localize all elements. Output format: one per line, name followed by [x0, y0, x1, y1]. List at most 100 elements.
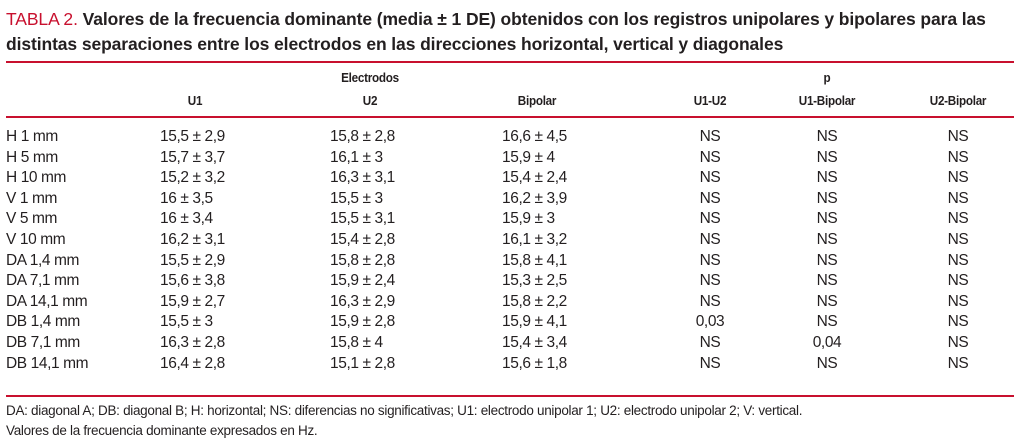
u1-value: 15,9 ± 2,7 [160, 292, 225, 310]
table-row: DA 1,4 mm 15,5 ± 2,9 15,8 ± 2,8 15,8 ± 4,1 N… [0, 252, 1024, 272]
p-u2-bipolar: NS [947, 231, 969, 248]
u1-value: 15,5 ± 3 [160, 313, 213, 331]
table-row: V 5 mm 16 ± 3,4 15,5 ± 3,1 15,9 ± 3 NS NS NS [0, 210, 1024, 230]
u2-value: 16,1 ± 3 [330, 148, 383, 166]
row-label: H 5 mm [6, 148, 58, 166]
header-group-electrodos: Electrodos [341, 70, 399, 85]
header-u2-bipolar: U2-Bipolar [929, 93, 987, 108]
p-u2-bipolar: NS [947, 292, 969, 310]
u1-value: 16 ± 3,5 [160, 189, 213, 207]
footnote-abbreviations: DA: diagonal A; DB: diagonal B; H: horiz… [6, 403, 803, 418]
u2-value: 16,3 ± 3,1 [330, 169, 395, 187]
row-label: V 1 mm [6, 189, 57, 207]
p-u1-u2: NS [699, 231, 721, 248]
u2-value: 15,8 ± 2,8 [330, 251, 395, 269]
u2-value: 15,9 ± 2,4 [330, 272, 395, 290]
p-u2-bipolar: NS [947, 169, 969, 187]
row-label: V 5 mm [6, 210, 57, 228]
bottom-rule [6, 395, 1014, 397]
bipolar-value: 15,9 ± 4 [502, 148, 555, 166]
bipolar-value: 16,2 ± 3,9 [502, 189, 567, 207]
u2-value: 15,8 ± 2,8 [330, 128, 395, 145]
p-u1-u2: NS [699, 169, 721, 187]
header-u1-u2: U1-U2 [693, 93, 727, 108]
p-u1-u2: NS [699, 148, 721, 166]
bipolar-value: 15,8 ± 2,2 [502, 292, 567, 310]
p-u2-bipolar: NS [947, 210, 969, 228]
table-row: DA 14,1 mm 15,9 ± 2,7 16,3 ± 2,9 15,8 ± 2,2… [0, 293, 1024, 313]
table-row: V 10 mm 16,2 ± 3,1 15,4 ± 2,8 16,1 ± 3,2 NS N… [0, 231, 1024, 251]
u2-value: 15,5 ± 3,1 [330, 210, 395, 228]
p-u1-u2: NS [699, 189, 721, 207]
p-u1-bipolar: NS [816, 210, 838, 228]
header-u2: U2 [362, 93, 378, 108]
header-u1-bipolar: U1-Bipolar [798, 93, 856, 108]
table-row: DA 7,1 mm 15,6 ± 3,8 15,9 ± 2,4 15,3 ± 2,5 N… [0, 272, 1024, 292]
p-u1-bipolar: NS [816, 292, 838, 310]
u2-value: 16,3 ± 2,9 [330, 292, 395, 310]
bipolar-value: 15,8 ± 4,1 [502, 251, 567, 269]
bipolar-value: 16,6 ± 4,5 [502, 128, 567, 145]
p-u2-bipolar: NS [947, 354, 969, 372]
table-title: TABLA 2. Valores de la frecuencia domina… [6, 7, 1016, 57]
u1-value: 16,4 ± 2,8 [160, 354, 225, 372]
top-rule [6, 61, 1014, 63]
p-u1-bipolar: NS [816, 128, 838, 145]
bipolar-value: 15,3 ± 2,5 [502, 272, 567, 290]
p-u2-bipolar: NS [947, 334, 969, 351]
p-u2-bipolar: NS [947, 313, 969, 331]
p-u1-bipolar: NS [816, 313, 838, 331]
header-group-p: p [823, 70, 831, 85]
row-label: H 10 mm [6, 169, 67, 187]
u1-value: 15,2 ± 3,2 [160, 169, 225, 187]
p-u1-bipolar: NS [816, 189, 838, 207]
p-u1-u2: NS [699, 128, 721, 145]
bipolar-value: 15,9 ± 3 [502, 210, 555, 228]
header-u1: U1 [187, 93, 203, 108]
table-caption: Valores de la frecuencia dominante (medi… [6, 9, 986, 54]
p-u1-bipolar: NS [816, 231, 838, 248]
row-label: V 10 mm [6, 231, 66, 248]
header-rule [6, 116, 1014, 118]
p-u1-bipolar: NS [816, 169, 838, 187]
table-row: DB 14,1 mm 16,4 ± 2,8 15,1 ± 2,8 15,6 ± 1,8… [0, 355, 1024, 375]
bipolar-value: 15,4 ± 2,4 [502, 169, 567, 187]
u2-value: 15,8 ± 4 [330, 334, 383, 351]
p-u1-u2: NS [699, 210, 721, 228]
p-u1-u2: NS [699, 272, 721, 290]
u1-value: 15,6 ± 3,8 [160, 272, 225, 290]
table-row: H 10 mm 15,2 ± 3,2 16,3 ± 3,1 15,4 ± 2,4 NS N… [0, 169, 1024, 189]
table-row: H 5 mm 15,7 ± 3,7 16,1 ± 3 15,9 ± 4 NS NS NS [0, 149, 1024, 169]
p-u2-bipolar: NS [947, 272, 969, 290]
row-label: DA 7,1 mm [6, 272, 80, 290]
p-u1-bipolar: NS [816, 148, 838, 166]
footnote-units: Valores de la frecuencia dominante expre… [6, 423, 318, 438]
table-row: DB 1,4 mm 15,5 ± 3 15,9 ± 2,8 15,9 ± 4,1 0,0… [0, 313, 1024, 333]
bipolar-value: 15,9 ± 4,1 [502, 313, 567, 331]
row-label: DB 7,1 mm [6, 334, 80, 351]
bipolar-value: 15,4 ± 3,4 [502, 334, 567, 351]
row-label: DB 14,1 mm [6, 354, 89, 372]
p-u1-bipolar: NS [816, 272, 838, 290]
u1-value: 16,3 ± 2,8 [160, 334, 225, 351]
bipolar-value: 16,1 ± 3,2 [502, 231, 567, 248]
row-label: H 1 mm [6, 128, 58, 145]
u2-value: 15,5 ± 3 [330, 189, 383, 207]
u2-value: 15,9 ± 2,8 [330, 313, 395, 331]
row-label: DA 1,4 mm [6, 251, 80, 269]
p-u1-bipolar: NS [816, 354, 838, 372]
p-u2-bipolar: NS [947, 128, 969, 145]
p-u1-u2: NS [699, 334, 721, 351]
p-u1-u2: 0,03 [695, 313, 725, 331]
table-row: V 1 mm 16 ± 3,5 15,5 ± 3 16,2 ± 3,9 NS NS NS [0, 190, 1024, 210]
table-number: TABLA 2. [6, 9, 78, 29]
p-u1-bipolar: 0,04 [812, 334, 842, 351]
table-row: DB 7,1 mm 16,3 ± 2,8 15,8 ± 4 15,4 ± 3,4 NS 0… [0, 334, 1024, 354]
p-u2-bipolar: NS [947, 251, 969, 269]
u1-value: 15,5 ± 2,9 [160, 128, 225, 145]
u1-value: 16,2 ± 3,1 [160, 231, 225, 248]
p-u1-u2: NS [699, 354, 721, 372]
p-u1-bipolar: NS [816, 251, 838, 269]
table-row: H 1 mm 15,5 ± 2,9 15,8 ± 2,8 16,6 ± 4,5 NS NS… [0, 128, 1024, 148]
p-u1-u2: NS [699, 251, 721, 269]
